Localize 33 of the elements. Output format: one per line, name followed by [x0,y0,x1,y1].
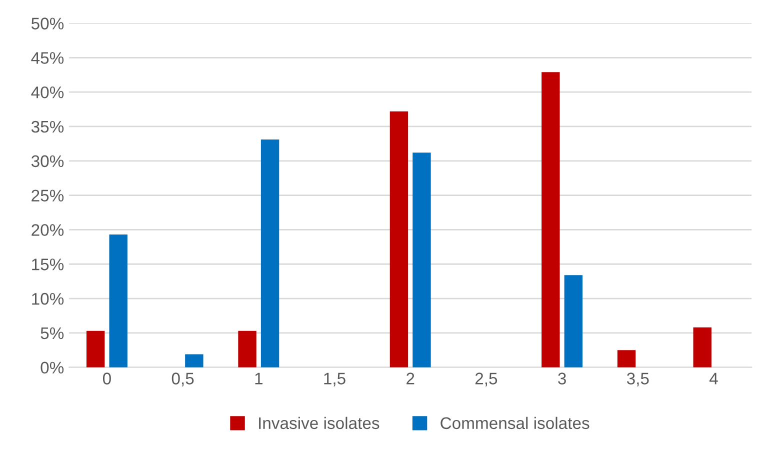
bar [617,350,636,368]
bar [238,330,256,368]
y-tick-label: 40% [31,86,64,98]
x-tick-label: 3,5 [626,372,649,386]
x-tick-label: 0 [102,372,111,384]
x-tick-label: 1 [255,372,262,384]
y-tick-label: 35% [31,120,64,133]
bar [390,111,408,368]
x-tick-label: 4 [709,372,718,384]
bar [564,275,583,368]
y-tick-label: 10% [32,292,64,305]
y-tick-label: 0% [40,362,64,374]
y-tick-label: 15% [32,258,64,270]
bar [412,152,431,368]
x-tick-label: 3 [558,372,566,384]
legend-label: Invasive isolates [259,416,380,430]
bar [693,327,712,368]
bar [542,72,560,368]
x-tick-label: 2 [406,372,414,384]
y-tick-label: 45% [31,52,64,64]
bar [109,234,128,368]
x-tick-label: 1,5 [324,372,346,386]
x-tick-label: 0,5 [172,372,194,386]
y-tick-label: 5% [40,327,64,340]
bar [185,354,204,368]
x-tick-label: 2,5 [475,372,498,386]
bar [86,330,105,368]
y-tick-label: 50% [31,18,64,30]
y-tick-label: 30% [31,155,64,168]
y-tick-label: 25% [32,190,64,202]
y-tick-label: 20% [32,224,64,236]
legend-label: Commensal isolates [440,416,590,430]
bar [260,140,280,368]
